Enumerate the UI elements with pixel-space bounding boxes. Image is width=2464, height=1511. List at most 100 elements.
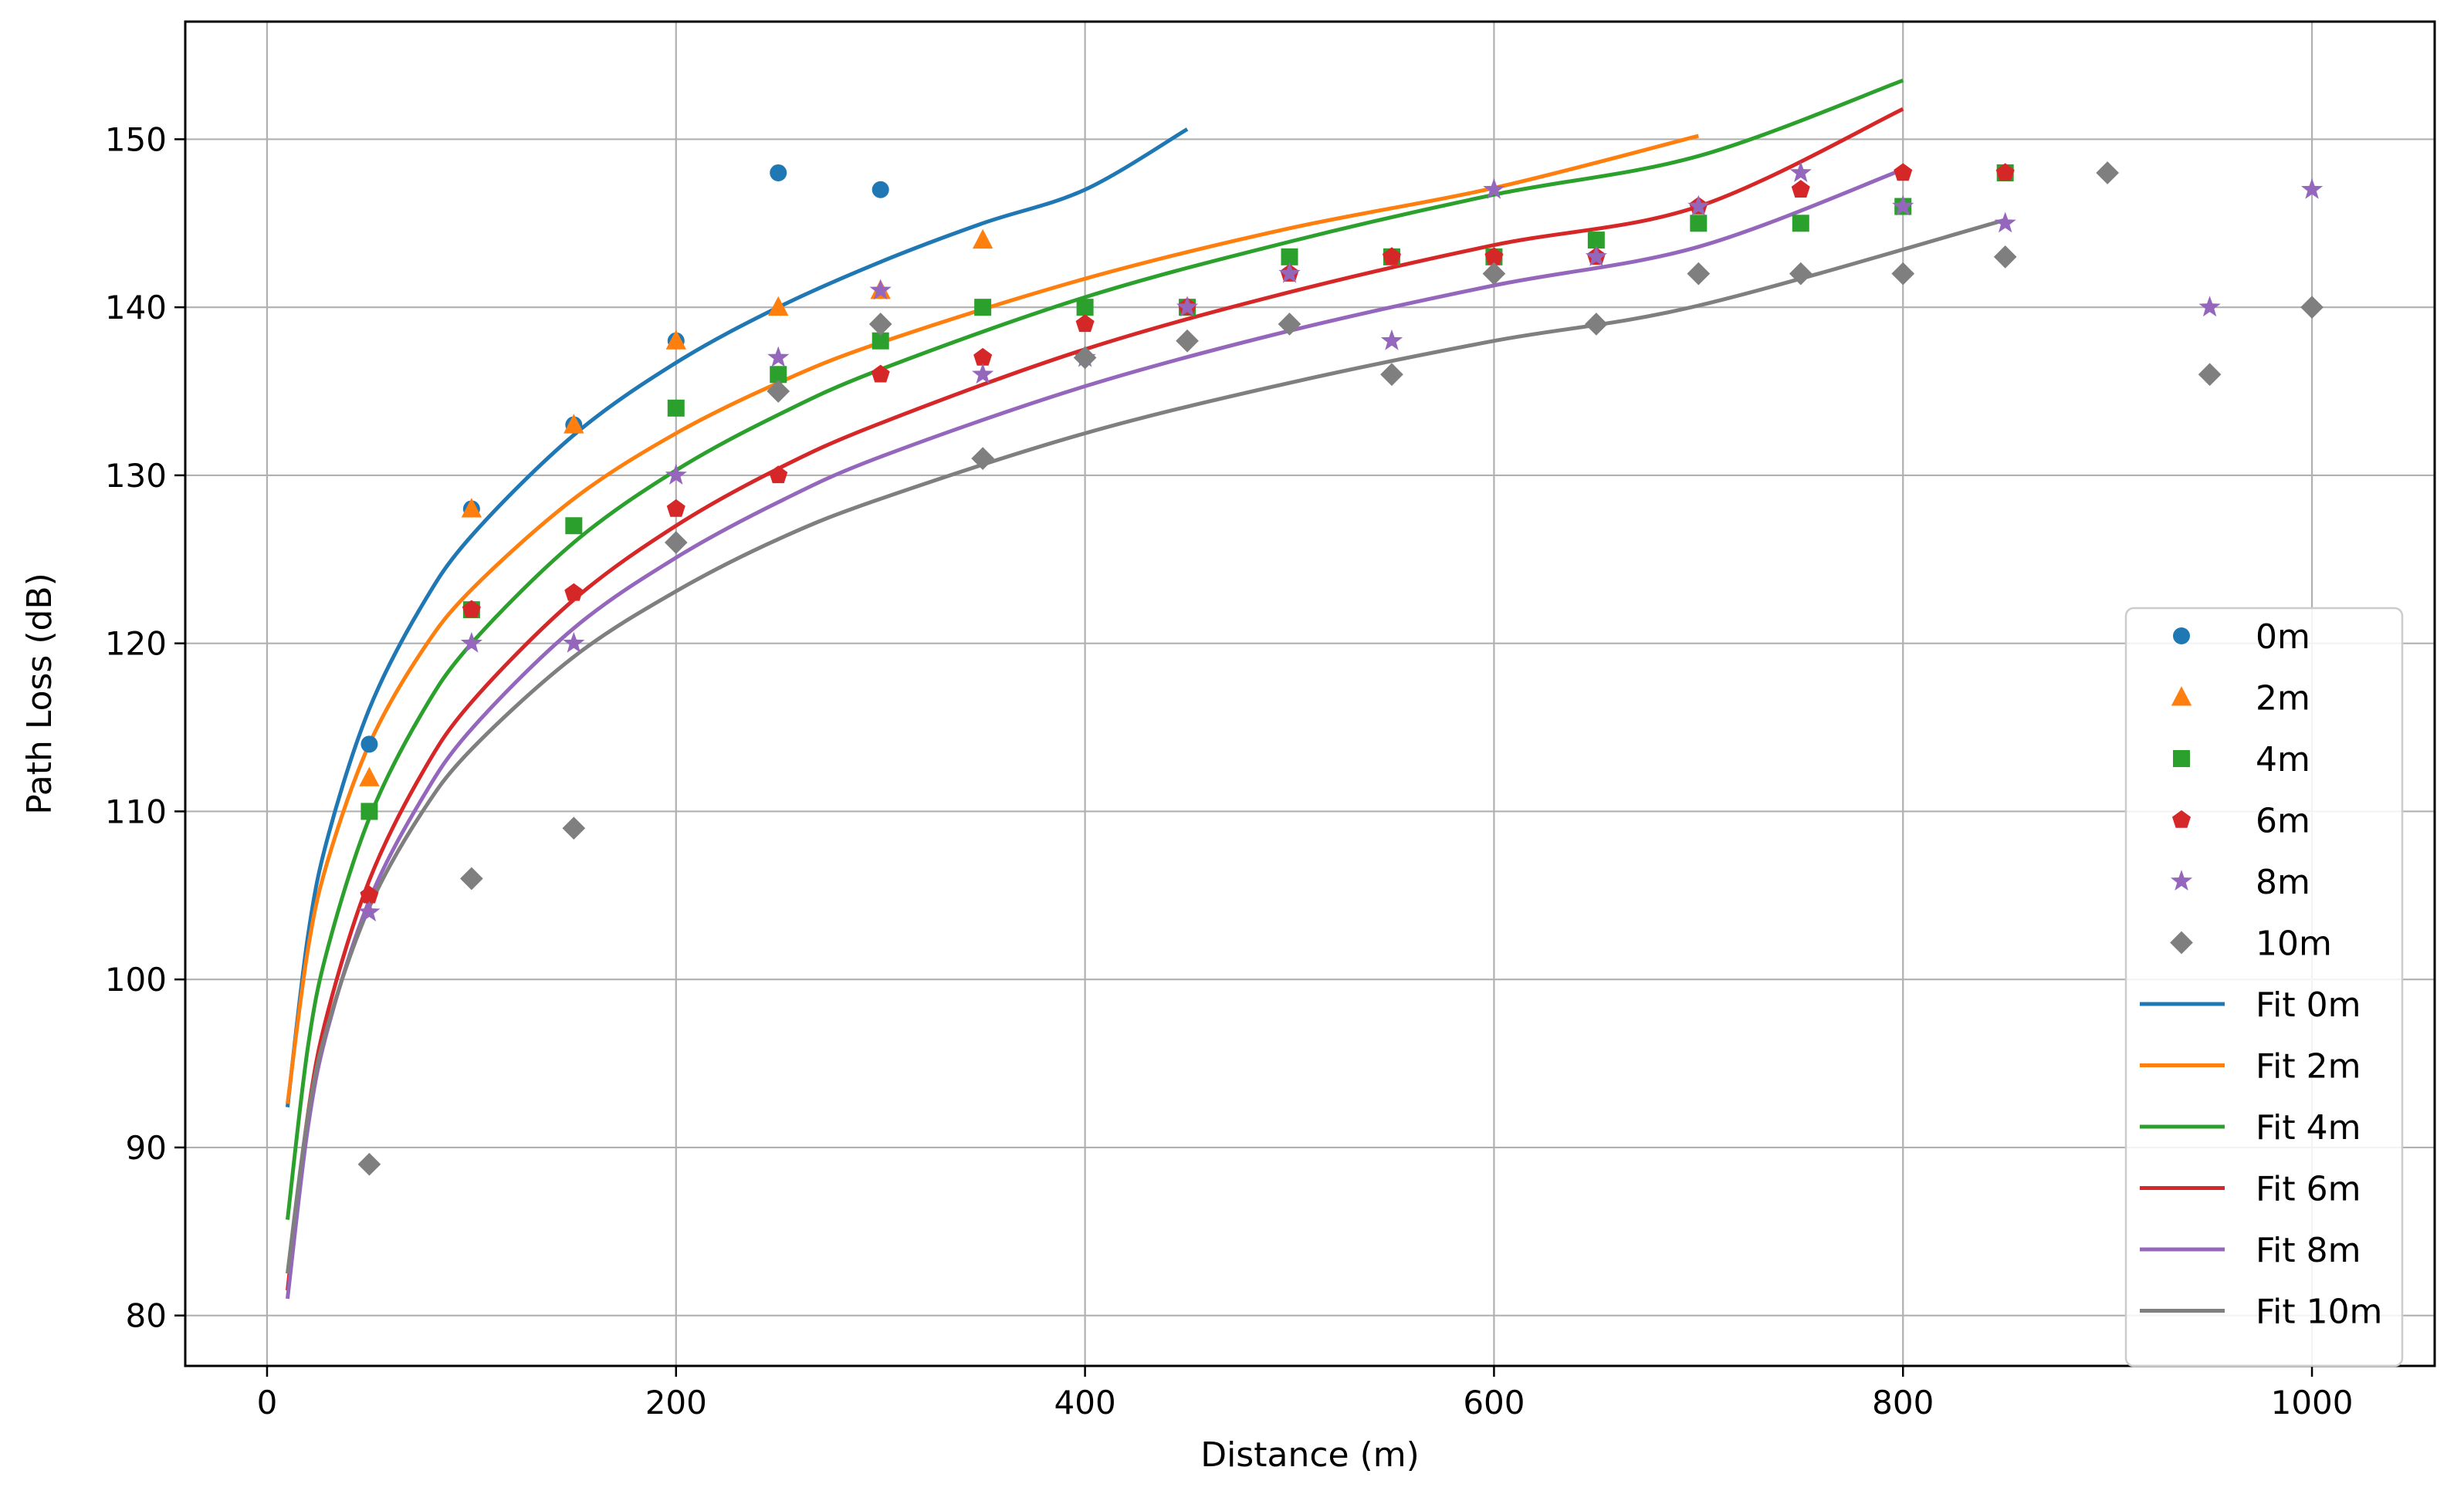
legend-label: 10m bbox=[2256, 925, 2332, 964]
data-point bbox=[1075, 314, 1095, 333]
axis-ticks: 0 200 400 600 800 1000 80 90 100 110 120 130 140 150 bbox=[105, 120, 2354, 1421]
data-point bbox=[2198, 296, 2221, 317]
x-axis-label: Distance (m) bbox=[1200, 1435, 1420, 1475]
data-point bbox=[665, 330, 686, 350]
data-point bbox=[972, 363, 994, 384]
fit-line bbox=[285, 218, 2006, 1274]
legend-label: Fit 0m bbox=[2256, 985, 2361, 1025]
legend: 0m 2m 4m 6m 8m 10m Fit 0m Fit 2m Fit 4m Fit 6m Fit… bbox=[2124, 607, 2404, 1367]
fit-curves bbox=[285, 78, 2006, 1300]
fit-line bbox=[285, 106, 1904, 1291]
legend-marker bbox=[2171, 686, 2192, 706]
data-point bbox=[1176, 329, 1199, 353]
data-point bbox=[1687, 262, 1711, 286]
data-point bbox=[2096, 161, 2119, 184]
data-point bbox=[972, 228, 993, 249]
data-point bbox=[1995, 163, 2015, 181]
data-point bbox=[767, 380, 790, 403]
data-point bbox=[869, 279, 892, 300]
data-point bbox=[2300, 177, 2324, 199]
data-point bbox=[563, 631, 585, 653]
data-point bbox=[1380, 329, 1403, 350]
fit-line bbox=[285, 134, 1699, 1104]
data-point bbox=[973, 347, 993, 366]
legend-label: Fit 8m bbox=[2256, 1231, 2361, 1270]
data-point bbox=[1891, 262, 1915, 286]
y-tick-label: 120 bbox=[105, 625, 167, 663]
data-point bbox=[357, 1152, 381, 1176]
data-point bbox=[360, 735, 378, 753]
data-point bbox=[1484, 247, 1504, 265]
data-point bbox=[971, 447, 994, 470]
fit-line bbox=[285, 78, 1904, 1220]
legend-label: Fit 6m bbox=[2256, 1170, 2361, 1209]
data-point bbox=[1382, 247, 1401, 265]
y-tick-label: 90 bbox=[126, 1129, 167, 1167]
legend-marker bbox=[2170, 931, 2193, 955]
y-tick-label: 140 bbox=[105, 289, 167, 326]
data-point bbox=[872, 332, 889, 350]
data-point bbox=[462, 600, 481, 618]
x-tick-label: 400 bbox=[1054, 1384, 1116, 1421]
data-point bbox=[868, 313, 892, 336]
legend-label: 6m bbox=[2256, 802, 2310, 841]
data-point bbox=[1585, 313, 1608, 336]
legend-marker bbox=[2173, 627, 2190, 644]
data-point bbox=[360, 885, 379, 904]
legend-label: 8m bbox=[2256, 863, 2310, 902]
legend-label: Fit 4m bbox=[2256, 1108, 2361, 1148]
data-point bbox=[872, 181, 889, 198]
data-point bbox=[1687, 194, 1710, 216]
x-tick-label: 600 bbox=[1463, 1384, 1525, 1421]
data-point bbox=[1281, 248, 1298, 265]
scatter-points bbox=[357, 161, 2324, 1176]
data-point bbox=[666, 499, 685, 517]
legend-marker bbox=[2170, 870, 2193, 891]
legend-label: Fit 10m bbox=[2256, 1293, 2382, 1332]
data-point bbox=[1483, 177, 1505, 199]
y-tick-label: 150 bbox=[105, 120, 167, 158]
fit-line bbox=[285, 127, 1189, 1107]
data-point bbox=[2198, 363, 2222, 387]
data-point bbox=[358, 901, 381, 922]
data-point bbox=[1993, 245, 2017, 269]
data-point bbox=[1073, 346, 1097, 370]
x-tick-label: 200 bbox=[645, 1384, 707, 1421]
data-point bbox=[770, 164, 787, 181]
data-point bbox=[2300, 296, 2324, 319]
data-point bbox=[664, 531, 688, 554]
data-point bbox=[1994, 211, 2016, 233]
data-point bbox=[1690, 215, 1708, 232]
data-point bbox=[1892, 194, 1914, 216]
data-point bbox=[1789, 262, 1812, 286]
legend-marker bbox=[2171, 810, 2192, 828]
data-point bbox=[1791, 180, 1810, 198]
y-tick-label: 80 bbox=[126, 1297, 167, 1335]
data-point bbox=[665, 464, 687, 485]
data-point bbox=[1585, 245, 1607, 266]
data-point bbox=[871, 364, 890, 383]
data-point bbox=[1792, 215, 1809, 232]
data-point bbox=[565, 517, 583, 535]
legend-label: 4m bbox=[2256, 740, 2310, 779]
y-axis-label: Path Loss (dB) bbox=[20, 573, 59, 815]
legend-label: 0m bbox=[2256, 617, 2310, 657]
data-point bbox=[768, 296, 789, 316]
legend-box bbox=[2124, 607, 2404, 1367]
data-point bbox=[769, 465, 788, 484]
data-point bbox=[1587, 232, 1605, 249]
data-point bbox=[460, 867, 483, 891]
data-point bbox=[1076, 299, 1094, 316]
y-tick-label: 130 bbox=[105, 457, 167, 495]
plot-frame bbox=[184, 20, 2436, 1367]
data-point bbox=[1278, 262, 1301, 283]
data-point bbox=[1380, 363, 1403, 387]
y-tick-label: 110 bbox=[105, 793, 167, 830]
data-point bbox=[770, 366, 787, 384]
data-point bbox=[1176, 296, 1199, 317]
y-tick-label: 100 bbox=[105, 961, 167, 999]
data-point bbox=[667, 399, 685, 417]
data-point bbox=[359, 766, 380, 786]
data-point bbox=[564, 414, 584, 434]
